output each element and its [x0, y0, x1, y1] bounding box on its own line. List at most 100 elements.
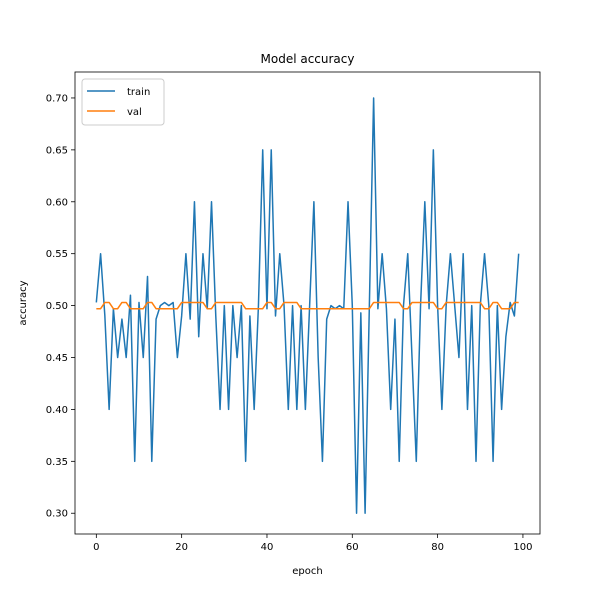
data-point-train-76: [420, 305, 422, 307]
data-point-val-7: [125, 302, 127, 304]
data-point-train-95: [501, 409, 503, 411]
data-point-val-78: [428, 302, 430, 304]
data-point-val-40: [266, 302, 268, 304]
data-point-val-9: [134, 308, 136, 310]
data-point-val-98: [514, 302, 516, 304]
data-point-train-34: [241, 305, 243, 307]
data-point-val-20: [181, 302, 183, 304]
data-point-train-48: [300, 305, 302, 307]
data-point-train-6: [121, 318, 123, 320]
series-line-val: [96, 301, 519, 310]
data-point-train-97: [509, 302, 511, 304]
data-point-val-74: [411, 302, 413, 304]
data-point-train-74: [411, 357, 413, 359]
data-point-val-36: [249, 308, 251, 310]
data-point-train-17: [168, 305, 170, 307]
data-point-val-63: [364, 308, 366, 310]
data-point-train-11: [142, 357, 144, 359]
data-point-train-99: [518, 253, 520, 255]
data-point-train-93: [492, 461, 494, 463]
data-point-train-87: [467, 409, 469, 411]
data-point-train-73: [407, 253, 409, 255]
data-point-val-26: [206, 308, 208, 310]
data-point-val-89: [475, 302, 477, 304]
data-point-val-84: [454, 302, 456, 304]
data-point-val-10: [138, 308, 140, 310]
data-point-val-69: [390, 302, 392, 304]
data-point-train-12: [147, 276, 149, 278]
data-point-train-1: [100, 253, 102, 255]
data-point-val-3: [108, 302, 110, 304]
data-point-train-59: [347, 201, 349, 203]
data-point-val-19: [177, 308, 179, 310]
data-point-train-84: [454, 305, 456, 307]
data-point-train-78: [428, 308, 430, 310]
data-point-train-0: [96, 302, 98, 304]
data-point-val-96: [505, 308, 507, 310]
data-point-train-98: [514, 315, 516, 317]
data-point-val-59: [347, 308, 349, 310]
x-tick-label: 0: [93, 542, 99, 553]
legend-box: [81, 78, 165, 126]
data-point-val-66: [377, 302, 379, 304]
data-point-val-52: [317, 308, 319, 310]
data-point-train-92: [488, 305, 490, 307]
data-point-train-9: [134, 461, 136, 463]
data-point-train-52: [317, 357, 319, 359]
data-point-train-70: [394, 318, 396, 320]
data-point-train-81: [441, 409, 443, 411]
data-point-train-19: [177, 357, 179, 359]
x-tick-label: 60: [346, 542, 359, 553]
legend-label-val: val: [127, 107, 142, 118]
data-point-train-16: [164, 302, 166, 304]
data-point-train-31: [228, 409, 230, 411]
x-tick-label: 100: [513, 542, 532, 553]
data-point-val-82: [445, 302, 447, 304]
data-point-val-33: [236, 302, 238, 304]
data-point-train-86: [462, 253, 464, 255]
data-point-val-87: [467, 302, 469, 304]
y-axis-ticks: 0.30 0.35 0.40 0.45 0.50 0.55 0.60 0.65 0.70: [46, 93, 75, 520]
legend-label-train: train: [127, 87, 150, 98]
data-point-train-96: [505, 336, 507, 338]
data-point-train-49: [305, 409, 307, 411]
y-tick-label: 0.35: [46, 457, 68, 468]
data-point-train-7: [125, 357, 127, 359]
data-point-train-5: [117, 357, 119, 359]
data-point-val-61: [356, 308, 358, 310]
data-point-val-53: [322, 308, 324, 310]
data-point-train-69: [390, 409, 392, 411]
data-point-val-65: [373, 302, 375, 304]
data-point-val-35: [245, 308, 247, 310]
data-point-train-36: [249, 315, 251, 317]
data-point-val-73: [407, 308, 409, 310]
data-point-val-43: [279, 308, 281, 310]
data-point-train-51: [313, 201, 315, 203]
y-tick-label: 0.60: [46, 197, 68, 208]
data-point-val-90: [479, 302, 481, 304]
data-point-train-24: [198, 336, 200, 338]
data-point-train-63: [364, 512, 366, 514]
y-tick-label: 0.55: [46, 249, 68, 260]
data-point-train-30: [224, 305, 226, 307]
y-tick-label: 0.50: [46, 301, 68, 312]
data-point-val-68: [386, 302, 388, 304]
data-point-val-24: [198, 302, 200, 304]
y-tick-label: 0.45: [46, 353, 68, 364]
data-point-train-71: [398, 461, 400, 463]
data-point-train-53: [322, 461, 324, 463]
data-point-train-38: [258, 305, 260, 307]
data-point-val-62: [360, 308, 362, 310]
data-point-train-32: [232, 305, 234, 307]
data-point-train-72: [403, 305, 405, 307]
x-tick-label: 40: [261, 542, 274, 553]
data-point-train-65: [373, 97, 375, 99]
data-point-val-30: [224, 302, 226, 304]
y-tick-label: 0.65: [46, 145, 68, 156]
data-point-val-94: [497, 302, 499, 304]
data-point-val-38: [258, 308, 260, 310]
data-point-val-8: [130, 308, 132, 310]
data-point-val-48: [300, 308, 302, 310]
data-point-val-27: [211, 308, 213, 310]
